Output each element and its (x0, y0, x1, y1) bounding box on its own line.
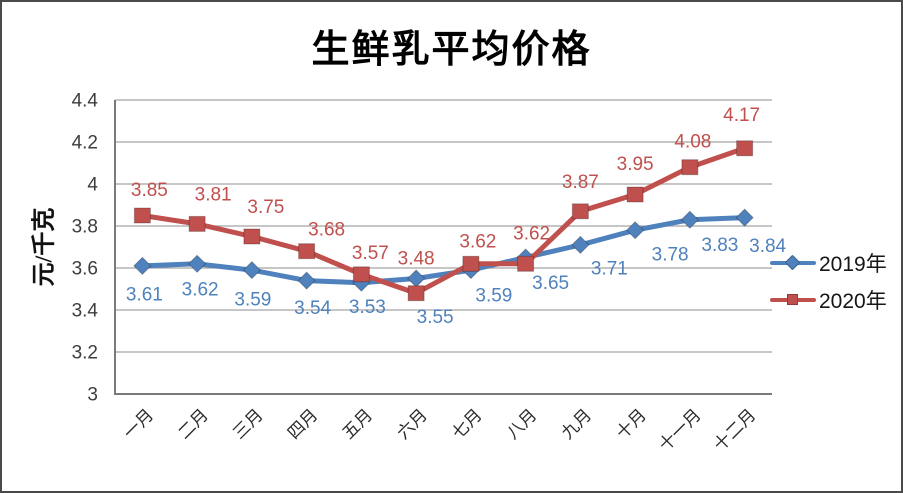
marker-square-icon (407, 285, 425, 302)
x-category-label: 二月 (174, 405, 211, 442)
data-label-2020年: 3.62 (513, 223, 550, 244)
marker-diamond-icon (187, 254, 207, 274)
marker-square-icon (243, 228, 261, 245)
marker-square-icon (626, 186, 644, 203)
y-tick-label: 3.6 (72, 259, 98, 280)
series-line-2020年 (139, 145, 748, 296)
x-category-label: 六月 (393, 405, 430, 442)
data-label-2019年: 3.54 (294, 298, 331, 319)
y-tick-label: 3 (87, 385, 98, 406)
data-label-2019年: 3.55 (417, 307, 454, 328)
y-tick-label: 3.8 (72, 217, 98, 238)
x-category-label: 四月 (284, 405, 321, 442)
data-label-2020年: 3.62 (459, 231, 496, 252)
legend-label-2019: 2019年 (819, 253, 887, 276)
marker-square-icon (298, 243, 316, 260)
data-label-2020年: 3.81 (195, 184, 232, 205)
marker-diamond-icon (625, 220, 645, 240)
data-label-2019年: 3.53 (349, 297, 386, 318)
data-label-2019年: 3.59 (475, 286, 512, 307)
data-label-2020年: 3.68 (308, 220, 345, 241)
legend-label-2020: 2020年 (819, 290, 887, 313)
legend-marker-2020-square-icon (770, 288, 816, 312)
x-category-label: 七月 (448, 405, 485, 442)
data-label-2019年: 3.71 (591, 258, 628, 279)
data-label-2020年: 3.85 (131, 180, 168, 201)
marker-square-icon (736, 140, 754, 157)
data-label-2020年: 3.95 (617, 154, 654, 175)
y-tick-label: 4.2 (72, 133, 98, 154)
data-label-2019年: 3.84 (749, 236, 786, 257)
y-tick-label: 4.4 (72, 91, 99, 112)
marker-diamond-icon (242, 260, 262, 280)
data-label-2019年: 3.83 (701, 235, 738, 256)
marker-square-icon (352, 266, 370, 283)
data-label-2019年: 3.61 (126, 284, 163, 305)
marker-diamond-icon (680, 210, 700, 229)
marker-diamond-icon (297, 271, 316, 290)
data-label-2019年: 3.78 (652, 245, 689, 266)
x-category-label: 十一月 (655, 405, 704, 454)
legend-marker-2019-diamond-icon (770, 251, 816, 275)
legend-shape-2020 (787, 294, 798, 305)
x-category-label: 一月 (120, 405, 157, 442)
data-label-2020年: 3.75 (247, 197, 284, 218)
marker-square-icon (462, 255, 480, 272)
data-label-2020年: 3.87 (562, 172, 599, 193)
x-category-label: 三月 (229, 405, 266, 442)
data-label-2019年: 3.65 (532, 273, 569, 294)
marker-square-icon (571, 203, 589, 220)
legend-shape-2019 (784, 254, 801, 271)
marker-diamond-icon (735, 208, 754, 227)
y-tick-label: 3.4 (72, 301, 99, 322)
data-label-2019年: 3.59 (234, 290, 271, 311)
data-label-2020年: 3.57 (352, 243, 389, 264)
series-line-2019年 (139, 215, 748, 286)
legend-item-2019: 2019年 (770, 251, 887, 276)
data-label-2020年: 4.17 (723, 105, 760, 126)
marker-square-icon (188, 215, 206, 232)
data-label-2019年: 3.62 (182, 279, 219, 300)
marker-square-icon (681, 159, 699, 176)
x-category-label: 九月 (558, 405, 595, 442)
x-category-label: 十二月 (710, 405, 759, 454)
chart-title: 生鲜乳平均价格 (311, 29, 592, 71)
marker-square-icon (133, 207, 151, 224)
legend: 2019年 2020年 (770, 251, 887, 313)
marker-diamond-icon (571, 235, 590, 255)
x-category-label: 八月 (503, 405, 540, 442)
x-category-label: 五月 (339, 405, 376, 442)
legend-item-2020: 2020年 (770, 288, 887, 313)
data-label-2020年: 4.08 (674, 132, 711, 153)
data-label-2020年: 3.48 (398, 249, 435, 270)
y-tick-label: 4 (87, 175, 98, 196)
marker-diamond-icon (133, 256, 152, 276)
marker-diamond-icon (406, 269, 426, 288)
x-category-label: 十月 (612, 405, 649, 442)
marker-square-icon (517, 255, 535, 272)
y-tick-label: 3.2 (72, 343, 98, 364)
